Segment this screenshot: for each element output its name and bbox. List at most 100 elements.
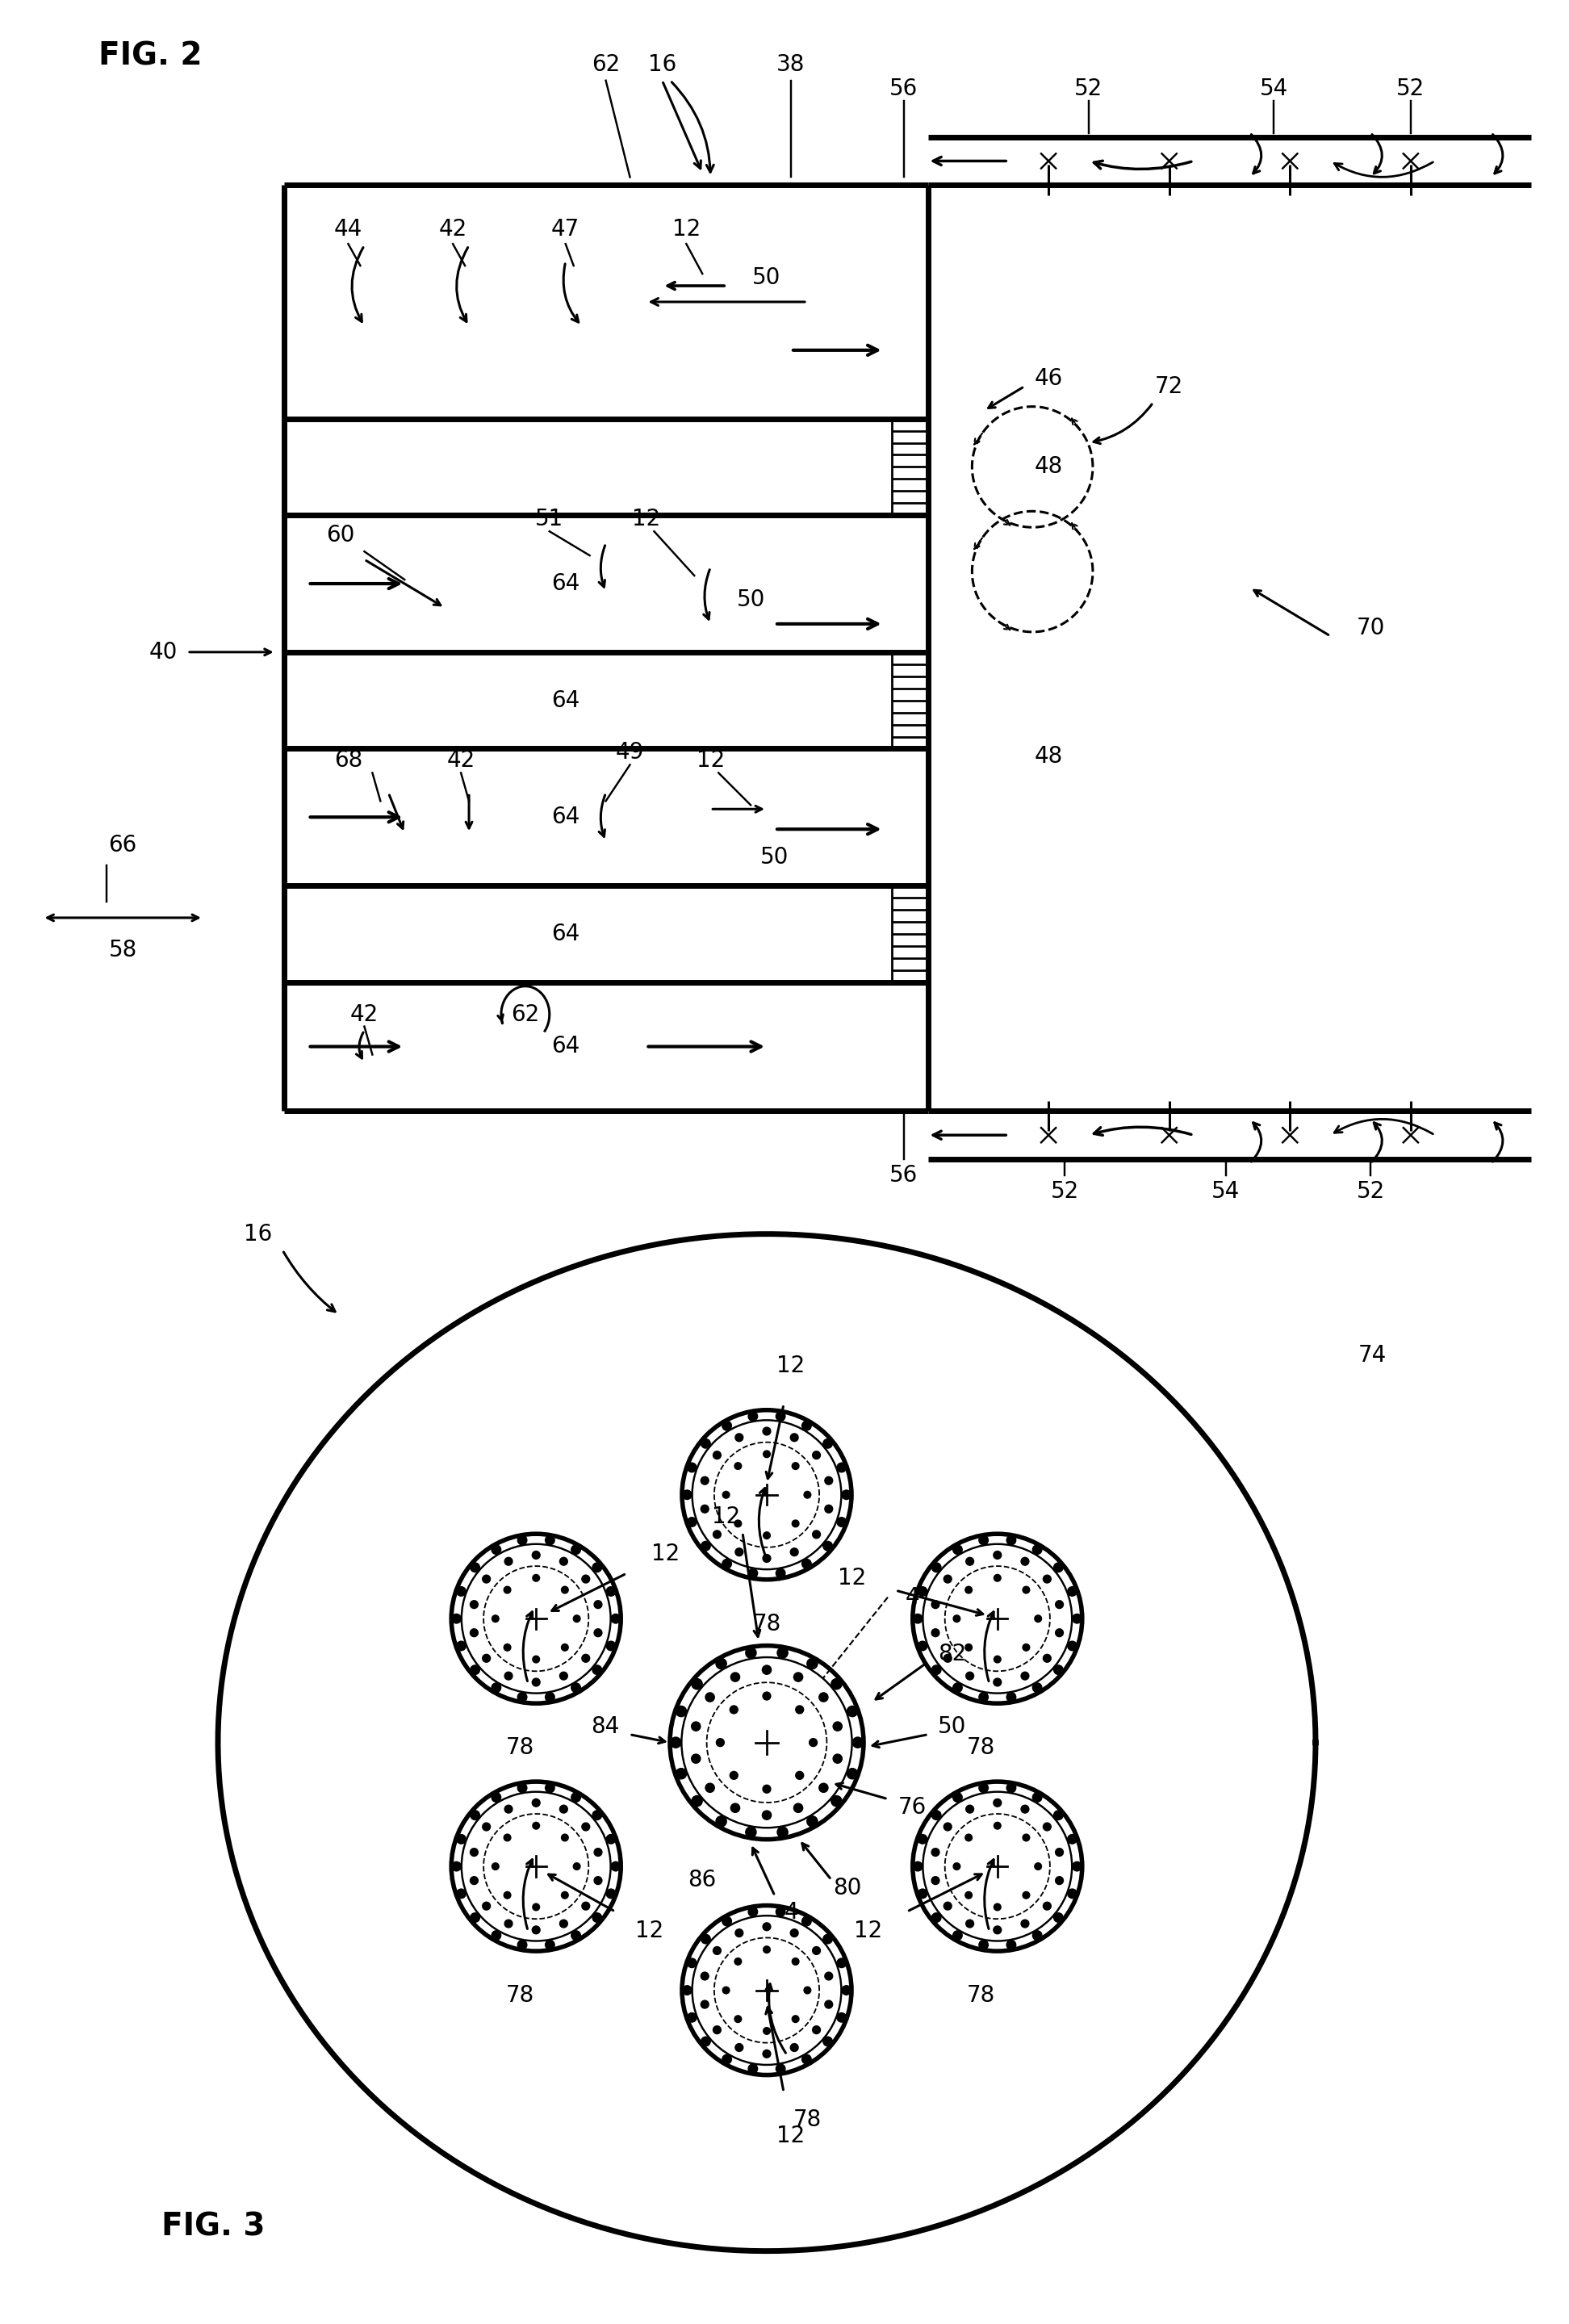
Circle shape: [777, 1569, 784, 1578]
Circle shape: [777, 2064, 784, 2073]
Circle shape: [546, 1941, 554, 1950]
Circle shape: [967, 1671, 974, 1680]
Circle shape: [932, 1666, 941, 1676]
Text: 78: 78: [753, 1613, 781, 1636]
Circle shape: [932, 1913, 941, 1922]
Circle shape: [795, 1771, 803, 1780]
Text: 78: 78: [967, 1985, 995, 2008]
Circle shape: [687, 1518, 697, 1527]
Circle shape: [1056, 1875, 1064, 1885]
Circle shape: [595, 1601, 602, 1608]
Circle shape: [745, 1648, 756, 1657]
Circle shape: [763, 1785, 770, 1794]
Circle shape: [610, 1862, 620, 1871]
Circle shape: [722, 1420, 731, 1432]
Circle shape: [532, 1799, 540, 1806]
Circle shape: [1032, 1545, 1042, 1555]
Circle shape: [1043, 1655, 1051, 1662]
Circle shape: [943, 1576, 952, 1583]
Circle shape: [532, 1573, 540, 1580]
Circle shape: [777, 1411, 784, 1420]
Circle shape: [562, 1834, 568, 1841]
Text: 66: 66: [108, 834, 137, 858]
Circle shape: [571, 1931, 581, 1941]
Text: 48: 48: [1034, 456, 1062, 479]
Text: 50: 50: [761, 846, 789, 869]
Circle shape: [1034, 1615, 1042, 1622]
Circle shape: [1072, 1613, 1081, 1622]
Circle shape: [967, 1557, 974, 1566]
Circle shape: [813, 1532, 821, 1538]
Circle shape: [792, 2015, 799, 2022]
Circle shape: [723, 1987, 730, 1994]
Circle shape: [505, 1557, 513, 1566]
Circle shape: [943, 1822, 952, 1831]
Circle shape: [610, 1613, 620, 1622]
Circle shape: [1021, 1920, 1029, 1927]
Circle shape: [932, 1810, 941, 1820]
Circle shape: [546, 1783, 554, 1792]
Circle shape: [1034, 1864, 1042, 1871]
Circle shape: [1023, 1834, 1029, 1841]
Circle shape: [457, 1587, 466, 1597]
Circle shape: [802, 1420, 811, 1432]
Text: 86: 86: [687, 1868, 717, 1892]
Text: 52: 52: [1356, 1181, 1385, 1204]
Circle shape: [1032, 1792, 1042, 1801]
Circle shape: [918, 1641, 927, 1650]
Circle shape: [836, 1462, 846, 1471]
Circle shape: [532, 1822, 540, 1829]
Text: FIG. 3: FIG. 3: [162, 2212, 265, 2243]
Circle shape: [452, 1862, 461, 1871]
Circle shape: [847, 1706, 858, 1717]
Circle shape: [795, 1706, 803, 1713]
Circle shape: [932, 1629, 940, 1636]
Circle shape: [1023, 1587, 1029, 1594]
Circle shape: [562, 1643, 568, 1650]
Circle shape: [792, 1462, 799, 1469]
Circle shape: [932, 1601, 940, 1608]
Circle shape: [482, 1822, 491, 1831]
Circle shape: [560, 1920, 568, 1927]
Circle shape: [745, 1827, 756, 1838]
Circle shape: [505, 1671, 513, 1680]
Circle shape: [532, 1903, 540, 1910]
Text: 74: 74: [1357, 1343, 1387, 1367]
Text: 64: 64: [551, 923, 581, 946]
Circle shape: [730, 1771, 737, 1780]
Circle shape: [593, 1913, 602, 1922]
Circle shape: [993, 1573, 1001, 1580]
Circle shape: [1054, 1666, 1064, 1676]
Circle shape: [813, 1450, 821, 1459]
Circle shape: [593, 1562, 602, 1571]
Text: 56: 56: [890, 77, 918, 100]
Circle shape: [803, 1987, 811, 1994]
Circle shape: [712, 1450, 722, 1459]
Circle shape: [712, 1532, 722, 1538]
Circle shape: [692, 1678, 703, 1690]
Circle shape: [712, 1948, 722, 1954]
Circle shape: [1023, 1892, 1029, 1899]
Text: 42: 42: [439, 218, 468, 242]
Circle shape: [734, 1462, 742, 1469]
Circle shape: [471, 1629, 479, 1636]
Text: 50: 50: [736, 588, 766, 611]
Circle shape: [491, 1792, 501, 1801]
Circle shape: [730, 1706, 737, 1713]
Circle shape: [491, 1931, 501, 1941]
Circle shape: [687, 1959, 697, 1968]
Circle shape: [562, 1892, 568, 1899]
Circle shape: [452, 1613, 461, 1622]
Circle shape: [471, 1810, 480, 1820]
Circle shape: [824, 1439, 833, 1448]
Circle shape: [763, 1666, 772, 1673]
Circle shape: [803, 1492, 811, 1499]
Circle shape: [825, 1476, 833, 1485]
Circle shape: [491, 1545, 501, 1555]
Circle shape: [932, 1848, 940, 1857]
Text: 46: 46: [1034, 367, 1062, 390]
Circle shape: [606, 1889, 615, 1899]
Circle shape: [1072, 1862, 1081, 1871]
Circle shape: [918, 1889, 927, 1899]
Circle shape: [518, 1941, 527, 1950]
